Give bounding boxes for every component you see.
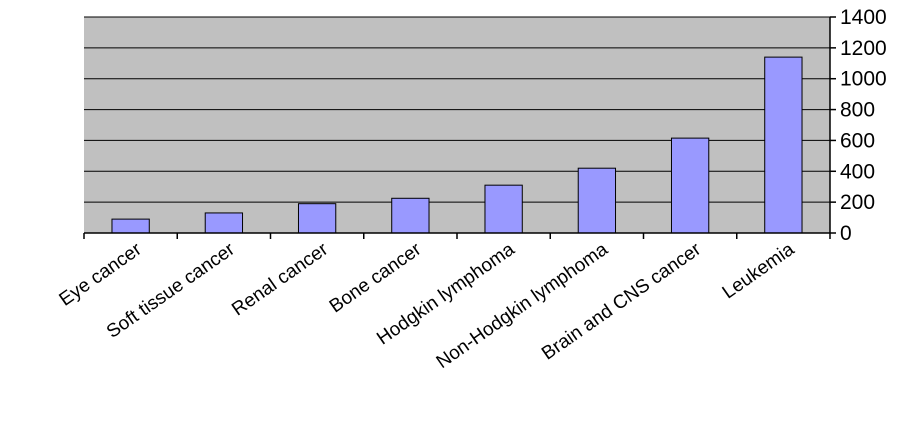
bar-1 [204, 212, 244, 234]
plot-area [84, 17, 830, 233]
axes [83, 16, 836, 239]
y-tick-label-5: 1000 [840, 68, 887, 91]
x-tick-label-7: Leukemia [719, 239, 799, 304]
y-tick-label-4: 800 [840, 99, 875, 122]
y-tick-labels: 0 200 400 600 800 1000 1200 1400 [840, 6, 887, 245]
y-tick-label-3: 600 [840, 129, 875, 152]
x-tick-label-0: Eye cancer [56, 239, 146, 311]
bar-2 [297, 203, 337, 234]
x-tick-label-6: Brain and CNS cancer [538, 239, 705, 365]
y-tick-label-0: 0 [840, 222, 852, 245]
y-tick-label-1: 200 [840, 191, 875, 214]
y-tick-label-6: 1200 [840, 37, 887, 60]
bar-6 [670, 137, 710, 234]
y-tick-label-2: 400 [840, 160, 875, 183]
bar-0 [111, 218, 150, 234]
x-tick-label-5: Non-Hodgkin lymphoma [433, 239, 612, 373]
gridlines [84, 16, 830, 203]
bar-3 [391, 197, 430, 234]
bar-5 [577, 167, 617, 234]
x-tick-label-2: Renal cancer [228, 239, 332, 321]
y-tick-label-7: 1400 [840, 6, 887, 29]
bar-7 [764, 56, 803, 234]
bar-4 [484, 184, 523, 234]
